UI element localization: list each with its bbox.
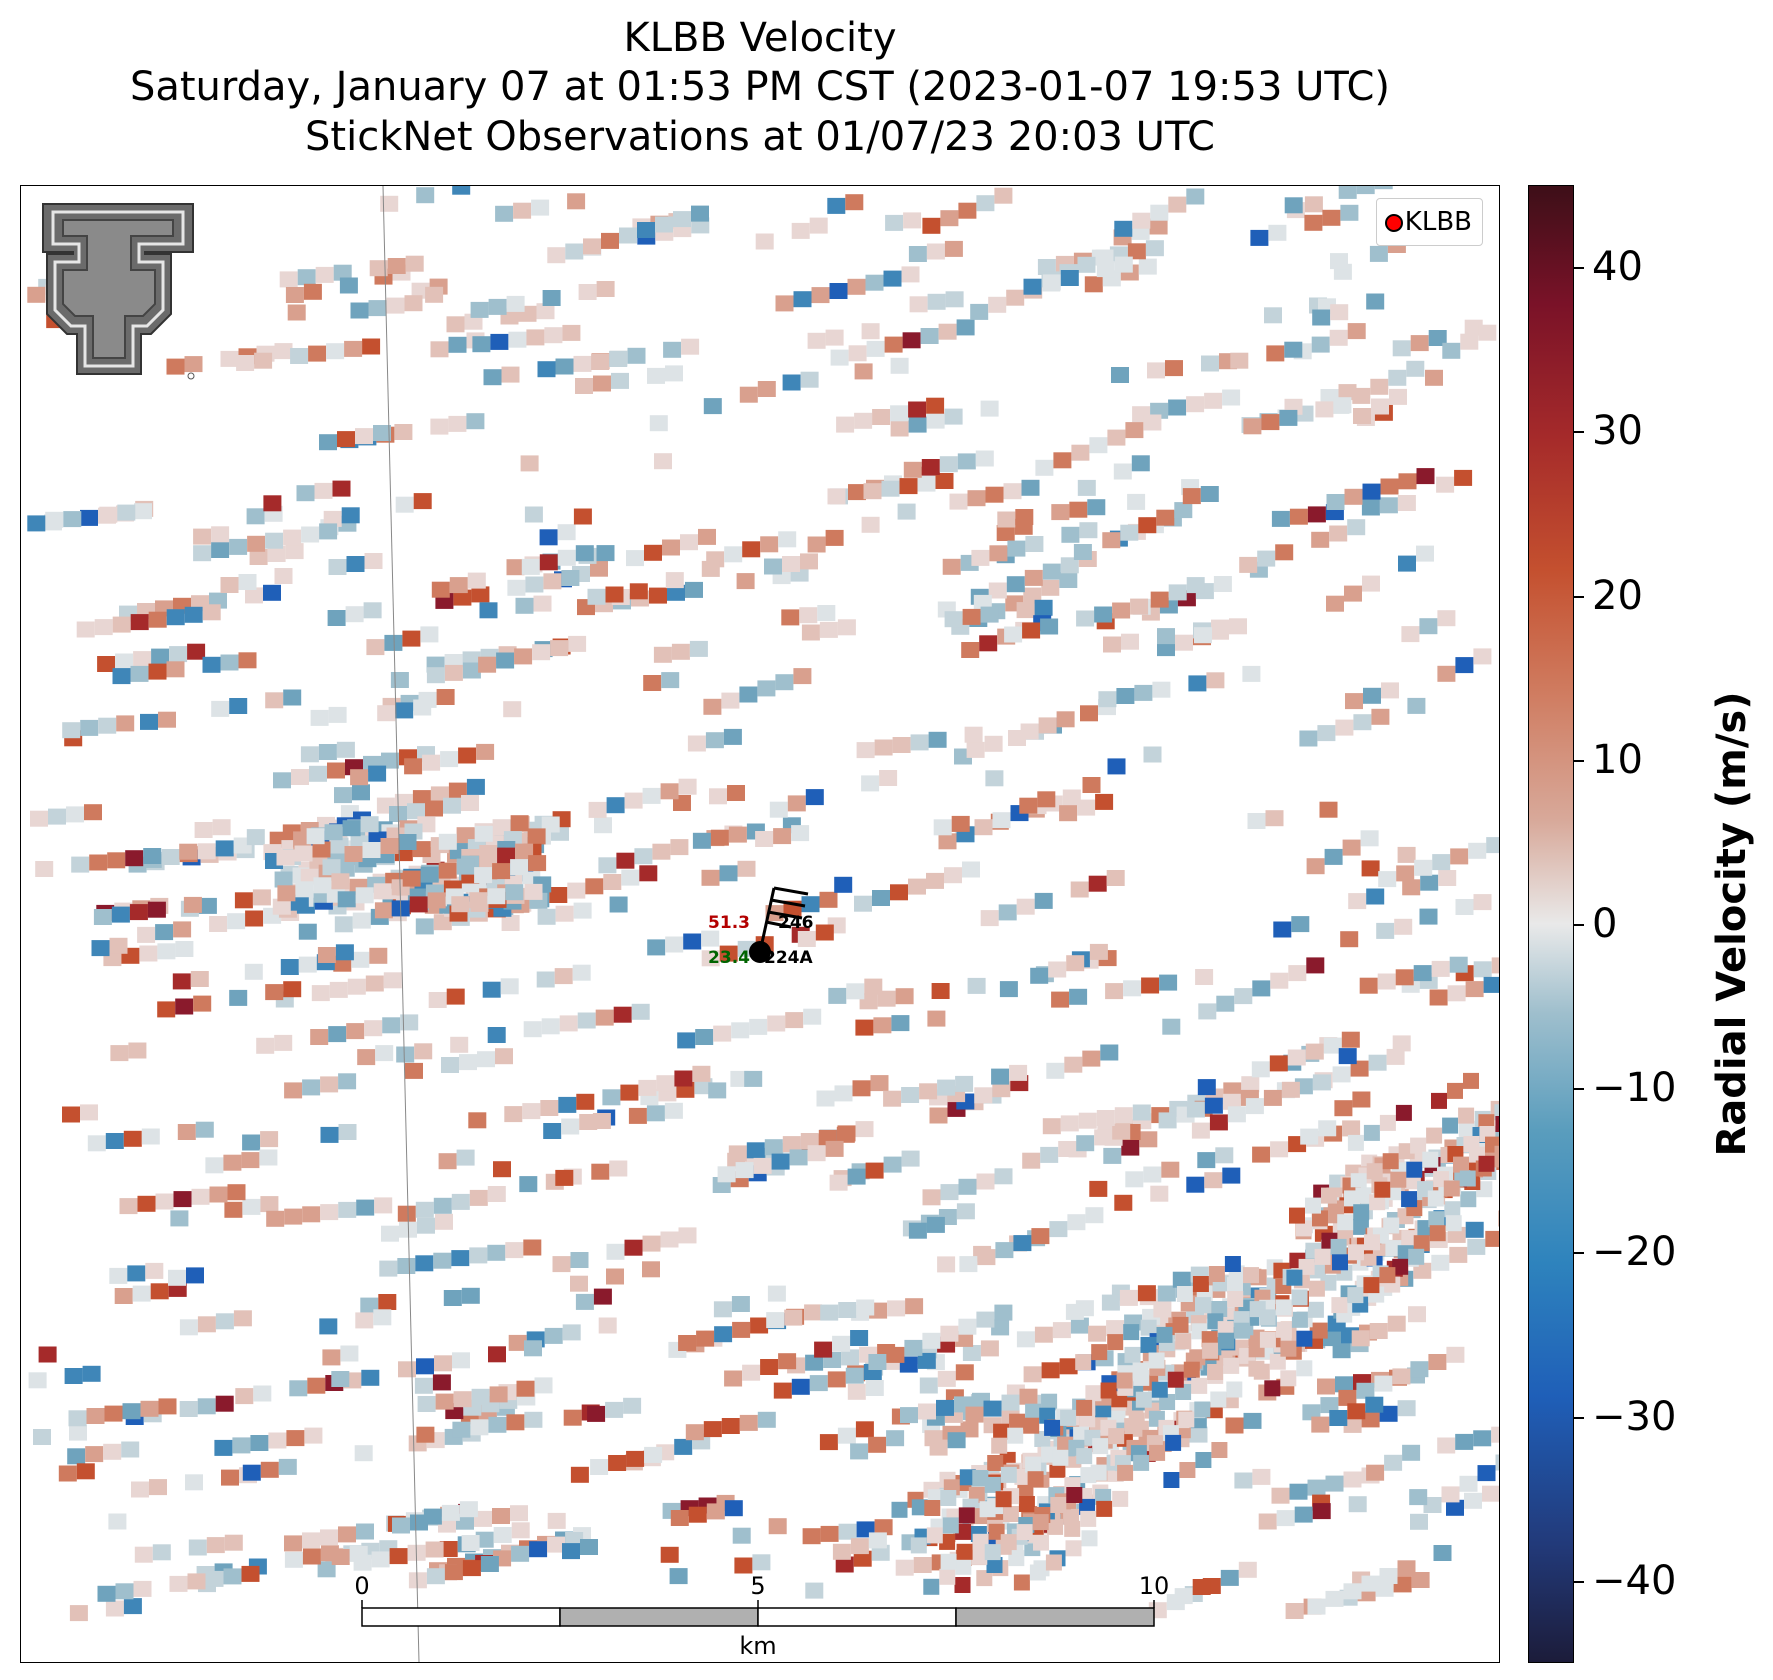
colorbar-tick xyxy=(1574,431,1584,434)
station-dewpoint: 23.4 xyxy=(708,948,750,968)
colorbar-tick-label: −40 xyxy=(1592,1557,1677,1604)
scalebar-unit: km xyxy=(739,1632,776,1660)
county-boundary-line xyxy=(382,186,420,1662)
scalebar-label-10: 10 xyxy=(1139,1572,1170,1600)
sticknet-station-plot: 51.3 246 23.4 224A xyxy=(708,886,814,968)
station-marker-icon xyxy=(749,941,771,963)
colorbar-tick-label: 20 xyxy=(1592,572,1643,619)
radar-velocity-field: 0 5 10 km 51.3 246 23.4 224A xyxy=(27,186,1499,1662)
colorbar-tick xyxy=(1574,1580,1584,1583)
colorbar-tick-label: 10 xyxy=(1592,736,1643,783)
colorbar xyxy=(1528,185,1574,1663)
legend-label: KLBB xyxy=(1404,207,1472,237)
colorbar-tick-label: 0 xyxy=(1592,901,1618,947)
colorbar-tick xyxy=(1574,759,1584,762)
klbb-marker-icon xyxy=(1384,214,1403,232)
colorbar-tick-label: −10 xyxy=(1592,1065,1677,1112)
colorbar-tick-label: −30 xyxy=(1592,1393,1677,1440)
texas-tech-logo xyxy=(42,203,195,380)
radar-map[interactable]: 0 5 10 km 51.3 246 23.4 224A KLBB xyxy=(20,185,1500,1663)
colorbar-tick-label: −20 xyxy=(1592,1229,1677,1276)
colorbar-title: Radial Velocity (m/s) xyxy=(1709,691,1755,1157)
colorbar-tick xyxy=(1574,924,1584,926)
station-id: 224A xyxy=(764,948,813,968)
title-line-3: StickNet Observations at 01/07/23 20:03 … xyxy=(305,114,1215,160)
title-line-1: KLBB Velocity xyxy=(623,15,897,61)
colorbar-tick xyxy=(1574,1252,1584,1255)
colorbar-tick-label: 40 xyxy=(1592,244,1643,291)
colorbar-tick xyxy=(1574,1088,1584,1091)
colorbar-tick xyxy=(1574,595,1584,598)
scalebar-label-0: 0 xyxy=(354,1572,369,1600)
title-line-2: Saturday, January 07 at 01:53 PM CST (20… xyxy=(129,64,1391,110)
station-temperature: 51.3 xyxy=(708,913,750,933)
map-legend: KLBB xyxy=(1375,198,1483,246)
colorbar-tick xyxy=(1574,1416,1584,1419)
scale-bar: 0 5 10 km xyxy=(354,1572,1169,1660)
station-pressure: 246 xyxy=(778,913,814,933)
colorbar-tick-label: 30 xyxy=(1592,408,1643,455)
scalebar-label-5: 5 xyxy=(750,1572,765,1600)
colorbar-tick xyxy=(1574,267,1584,270)
